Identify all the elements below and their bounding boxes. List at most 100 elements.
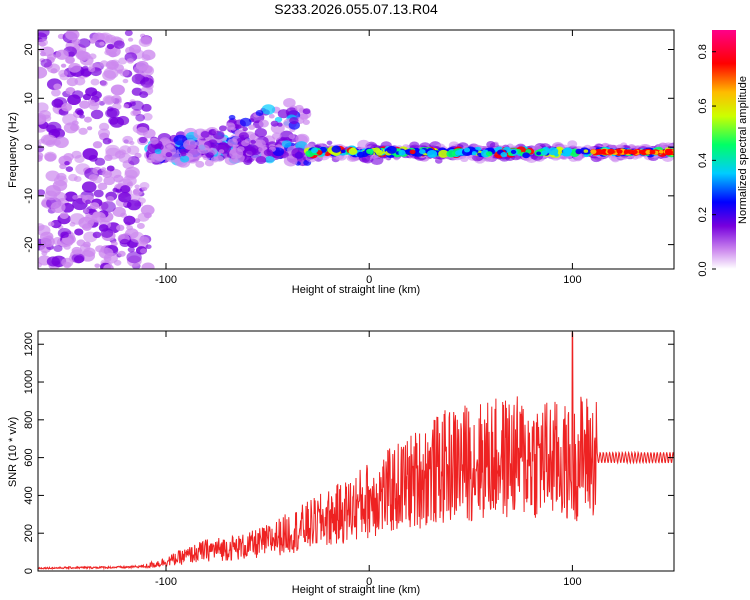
figure-title: S233.2026.055.07.13.R04	[274, 1, 438, 17]
spectrogram-cell	[426, 150, 438, 158]
spectrogram-cell	[112, 206, 126, 218]
spectrogram-cell	[409, 149, 416, 155]
spectrogram-cell	[590, 149, 597, 155]
spectrogram-cell	[627, 149, 634, 155]
spectrogram-cell	[348, 147, 358, 155]
spectrogram-cell	[255, 156, 267, 164]
spectrogram-cell	[225, 122, 236, 130]
spectrogram-cell	[136, 126, 149, 136]
spectrogram-cell	[73, 255, 85, 264]
spectrogram-cell	[109, 116, 125, 128]
spectrogram-cell	[108, 51, 117, 58]
spectrogram-cell	[38, 38, 48, 47]
spectrogram-cell	[283, 155, 298, 167]
spectrogram-cell	[53, 83, 62, 90]
spectrogram-cell	[98, 224, 109, 232]
spectrogram-cell	[277, 109, 290, 119]
spectrogram-cell	[154, 143, 164, 151]
spectrogram-cell	[86, 126, 93, 131]
y-tick-label: 200	[23, 524, 35, 542]
spectrogram-cell	[98, 122, 110, 131]
spectrogram-cell	[88, 53, 97, 60]
spectrogram-cell	[59, 212, 69, 220]
colorbar-tick-label: 0.6	[697, 98, 709, 113]
spectrogram-cell	[599, 150, 605, 154]
colorbar-tick-label: 0.8	[697, 44, 709, 59]
spectrogram-cell	[264, 155, 275, 164]
spectrogram-cell	[53, 244, 63, 252]
spectrogram-cell	[471, 151, 477, 156]
spectrogram-cell	[623, 149, 630, 154]
spectrogram-cell	[79, 114, 85, 119]
spectrogram-cell	[53, 191, 67, 202]
spectrogram-cell	[145, 244, 152, 250]
spectrogram-cell	[106, 43, 115, 50]
spectrogram-cell	[59, 163, 67, 170]
spectrogram-cell	[218, 125, 227, 132]
spectrogram-cell	[88, 66, 96, 73]
spectrogram-cell	[50, 201, 66, 213]
spectrogram-cell	[122, 135, 134, 145]
spectrogram-cell	[113, 174, 124, 183]
spectrogram-cell	[47, 221, 55, 227]
spectrogram-cell	[92, 141, 103, 149]
spectrogram-cell	[74, 155, 85, 164]
spectrogram-cell	[122, 175, 137, 187]
spectrogram-cell	[89, 99, 95, 104]
colorbar-ticks: 0.0 0.2 0.4 0.6 0.8	[697, 44, 716, 277]
spectrogram-cell	[645, 149, 651, 155]
spectrogram-cell	[118, 68, 130, 77]
spectrogram-cell	[294, 104, 304, 112]
spectrogram-cell	[83, 208, 90, 214]
spectrogram-cell	[55, 49, 69, 60]
spectrogram-cell	[607, 148, 615, 155]
spectrogram-cell	[58, 69, 68, 78]
spectrogram-cell	[136, 222, 145, 229]
spectrogram-cell	[126, 58, 134, 64]
y-tick-label: 20	[23, 43, 35, 55]
spectrogram-cell	[71, 246, 82, 255]
spectrogram-cell	[227, 138, 238, 147]
spectrogram-cell	[438, 149, 449, 158]
spectrogram-cell	[141, 186, 148, 192]
spectrogram-cell	[118, 153, 132, 164]
spectrogram-cell	[562, 148, 572, 155]
y-tick-label: -20	[23, 237, 35, 253]
spectrogram-cell	[93, 189, 104, 198]
spectrogram-cell	[271, 132, 282, 140]
spectrogram-cell	[38, 145, 45, 153]
spectrogram-cell	[658, 150, 664, 154]
spectrogram-cell	[541, 150, 548, 156]
spectrogram-cell	[103, 176, 115, 186]
colorbar-label: Normalized spectral amplitude	[737, 76, 749, 224]
spectrogram-cell	[133, 189, 140, 195]
spectrogram-cell	[242, 126, 248, 132]
spectrogram-cell	[356, 151, 365, 158]
spectrogram-cell	[404, 149, 410, 153]
spectrogram-cell	[165, 152, 173, 158]
spectrogram-cell	[138, 136, 148, 144]
y-tick-label: 400	[23, 486, 35, 504]
spectrogram-cell	[241, 140, 250, 147]
spectrogram-cell	[398, 149, 406, 156]
spectrogram-cell	[103, 264, 114, 269]
spectrogram-cell	[146, 156, 155, 164]
spectrogram-cell	[331, 145, 341, 153]
spectrogram-cell	[258, 146, 265, 152]
spectrogram-cell	[38, 114, 47, 125]
spectrogram-cell	[142, 65, 153, 74]
spectrogram-cell	[463, 147, 471, 153]
spectrogram-cell	[311, 147, 319, 154]
spectrogram-cell	[38, 189, 46, 196]
spectrogram-cell	[85, 199, 92, 205]
spectrogram-cell	[89, 202, 100, 210]
spectrogram-cell	[111, 241, 118, 247]
spectrogram-cell	[485, 151, 493, 157]
spectrogram-cell	[127, 145, 140, 155]
spectrogram-cell	[237, 146, 245, 152]
spectrogram-cell	[616, 149, 622, 154]
spectrogram-cell	[119, 238, 131, 248]
